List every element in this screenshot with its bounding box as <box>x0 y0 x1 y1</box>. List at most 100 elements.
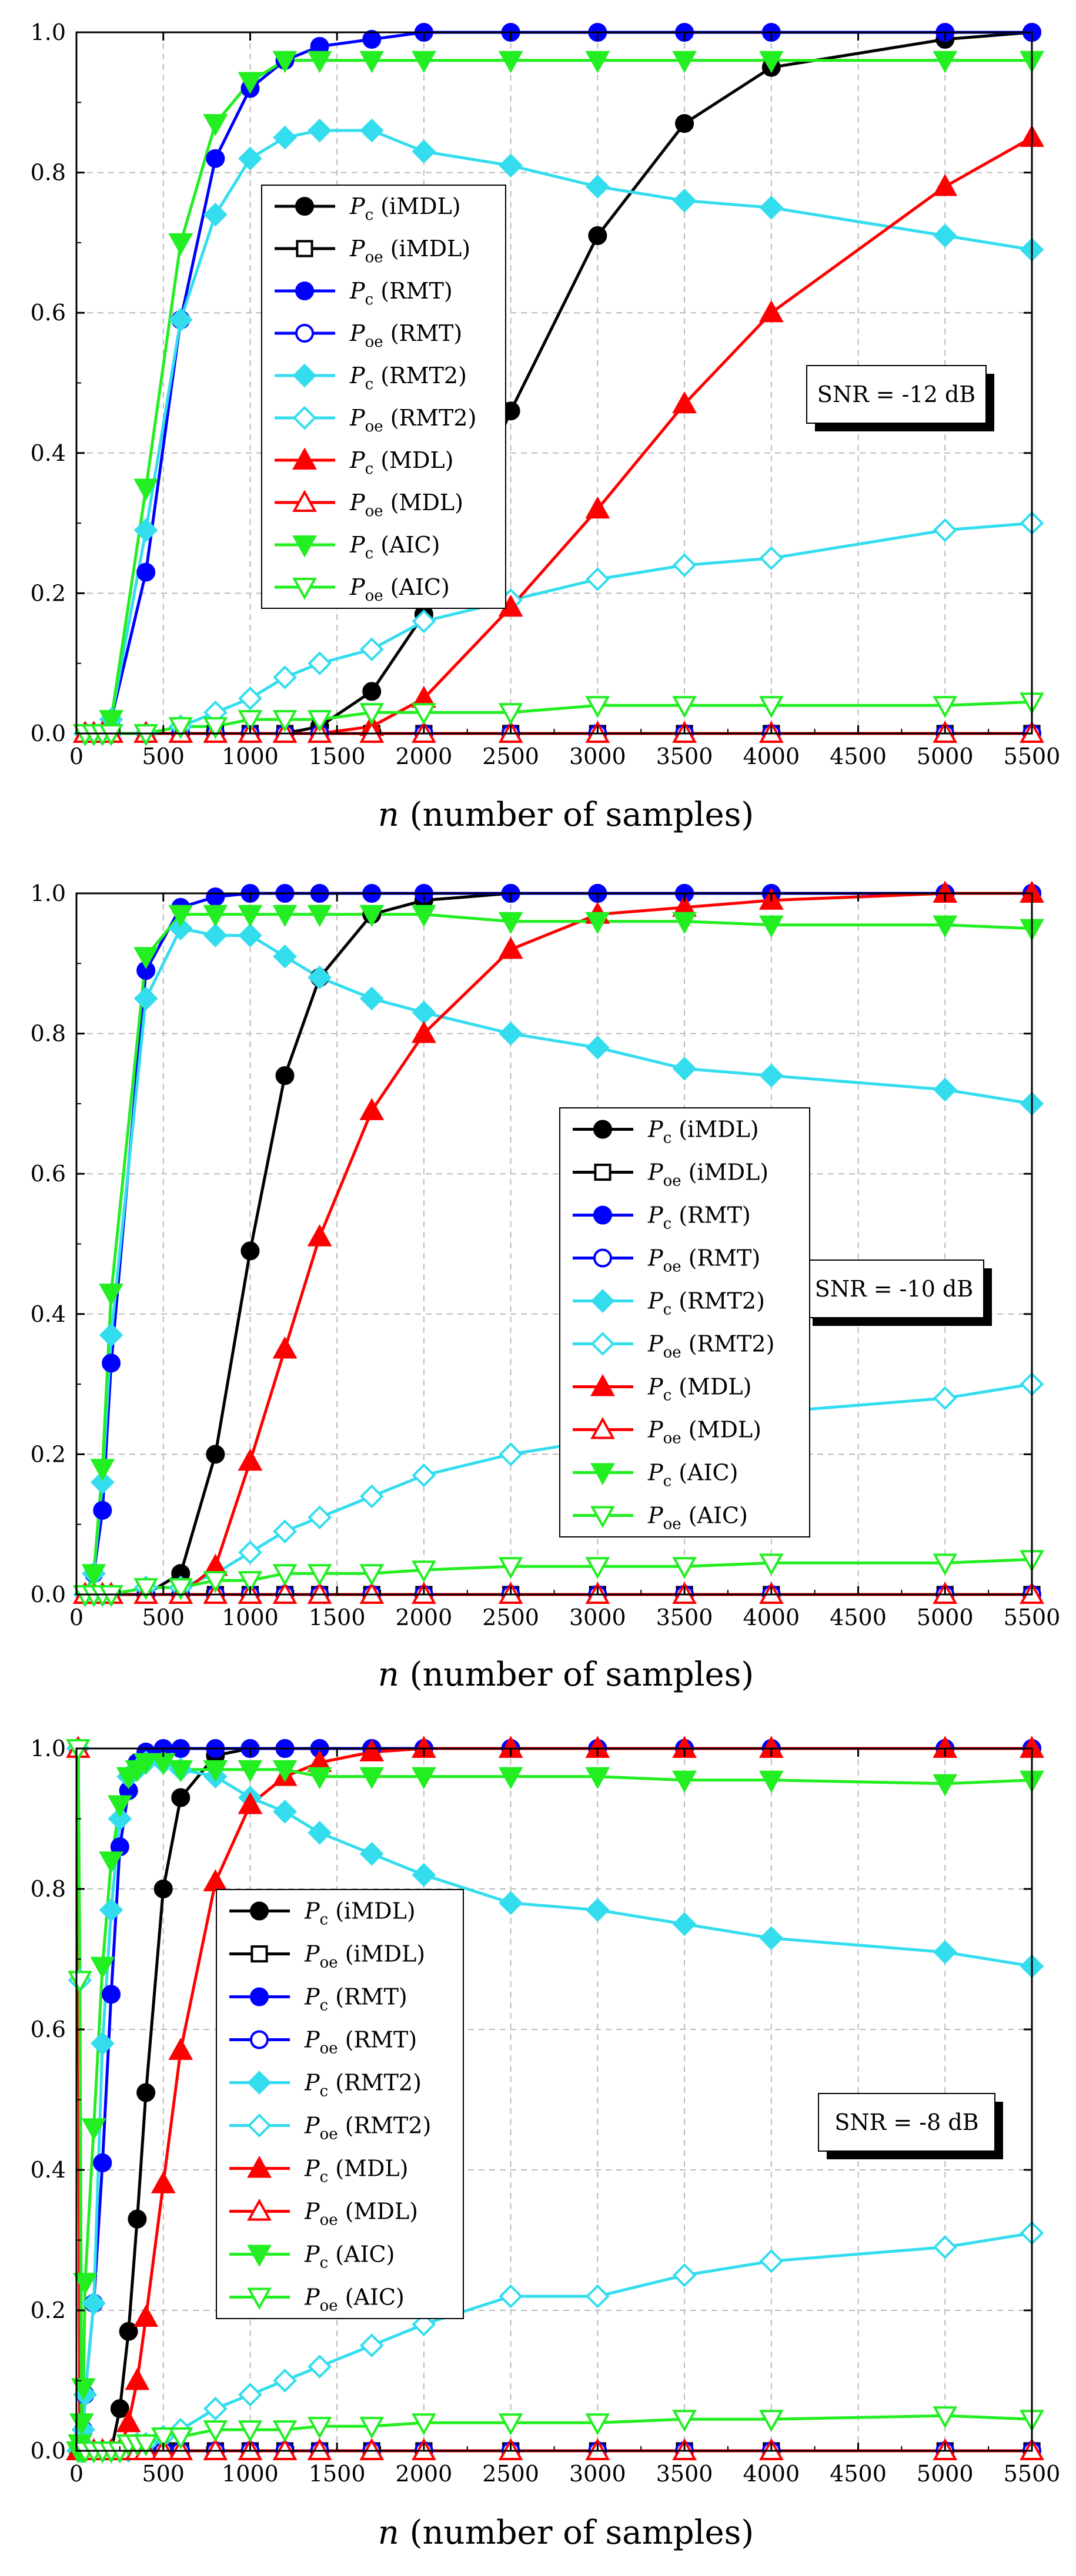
data-point <box>238 1571 263 1593</box>
legend-symbol: P <box>304 2113 320 2139</box>
x-tick-label: 4500 <box>830 743 887 769</box>
data-point <box>272 710 298 732</box>
legend-subscript: oe <box>365 418 383 436</box>
legend-subscript: c <box>365 206 374 224</box>
data-point <box>273 944 297 969</box>
data-point <box>675 114 694 133</box>
data-point <box>272 2420 298 2443</box>
legend-symbol: P <box>304 1941 320 1967</box>
data-point <box>585 496 610 519</box>
data-point <box>90 1470 115 1495</box>
data-point <box>499 2284 523 2309</box>
data-point <box>359 2333 384 2358</box>
chart-middle: 0 500 1000 1500 2000 2500 3000 3500 4000 4500 5000… <box>31 880 1061 1694</box>
legend-label: Poe (AIC) <box>647 1503 748 1533</box>
data-point <box>758 1770 784 1793</box>
x-tick-label: 4000 <box>743 2461 800 2487</box>
legend-entry-poe-imdl: Poe (iMDL) <box>573 1160 768 1190</box>
legend-symbol: P <box>647 1331 664 1357</box>
legend-entry-pc-mdl: Pc (MDL) <box>573 1374 751 1405</box>
legend-method: (AIC) <box>373 532 440 558</box>
legend-method: (MDL) <box>328 2156 408 2182</box>
legend-subscript: oe <box>320 2212 338 2229</box>
legend-marker <box>247 2198 272 2221</box>
data-point <box>272 1760 298 1783</box>
x-axis-variable: n <box>378 1656 399 1694</box>
legend-entry-poe-aic: Poe (AIC) <box>573 1503 748 1533</box>
legend-method: (RMT) <box>681 1245 761 1271</box>
x-tick-label: 1000 <box>222 2461 279 2487</box>
data-point <box>412 2312 436 2337</box>
legend-symbol: P <box>349 278 366 304</box>
legend-method: (RMT2) <box>671 1288 765 1314</box>
data-point <box>66 1739 91 1761</box>
data-point <box>203 1571 228 1593</box>
x-tick-label: 1500 <box>309 743 366 769</box>
legend-symbol: P <box>349 405 366 431</box>
legend-entry-pc-rmt2: Pc (RMT2) <box>229 2070 422 2101</box>
data-point <box>203 1760 228 1783</box>
data-point <box>362 29 382 49</box>
legend-marker <box>590 1506 615 1529</box>
data-point <box>672 1056 697 1081</box>
legend-entry-pc-rmt: Pc (RMT) <box>275 278 453 309</box>
legend-method: (MDL) <box>671 1374 751 1400</box>
data-point <box>203 905 228 927</box>
legend-label: Poe (RMT2) <box>304 2113 431 2143</box>
data-point <box>206 1445 225 1464</box>
legend-label: Pc (AIC) <box>349 532 440 562</box>
data-point <box>359 905 385 927</box>
legend-symbol: P <box>647 1117 664 1143</box>
legend-entry-pc-mdl: Pc (MDL) <box>275 447 453 478</box>
annotation-box <box>806 365 987 424</box>
data-point <box>99 1323 123 1347</box>
data-point <box>168 717 193 739</box>
data-point <box>168 905 193 927</box>
data-point <box>586 175 610 199</box>
y-tick-label: 1.0 <box>31 1736 66 1761</box>
legend-subscript: oe <box>365 333 383 351</box>
data-point <box>672 2263 697 2287</box>
x-tick-label: 4500 <box>830 2461 887 2487</box>
data-point <box>203 1582 228 1604</box>
data-point <box>412 1767 436 1790</box>
legend-label: Pc (RMT) <box>647 1202 751 1233</box>
legend-method: (AIC) <box>383 574 450 600</box>
data-point <box>272 1564 298 1586</box>
legend-entry-poe-rmt: Poe (RMT) <box>229 2027 417 2058</box>
series-line-pc-aic <box>83 913 1032 1595</box>
data-point <box>759 1926 784 1950</box>
legend-marker <box>250 1987 269 2006</box>
data-point <box>307 2417 332 2439</box>
data-point <box>168 2427 193 2450</box>
data-point <box>933 915 958 938</box>
data-point <box>168 916 193 940</box>
data-point <box>238 2420 263 2443</box>
legend-entry-poe-mdl: Poe (MDL) <box>275 490 463 520</box>
legend-method: (iMDL) <box>338 1941 426 1967</box>
data-point <box>168 1578 193 1600</box>
data-point <box>93 1500 112 1520</box>
legend-method: (RMT2) <box>328 2070 422 2096</box>
series-markers-poe-aic <box>72 1550 1044 1607</box>
x-tick-label: 2000 <box>396 1604 453 1630</box>
data-point <box>672 2410 697 2432</box>
x-tick-label: 4000 <box>743 1604 800 1630</box>
x-tick-label: 2000 <box>396 743 453 769</box>
legend-subscript: oe <box>320 2126 338 2143</box>
data-point <box>238 710 263 732</box>
data-point <box>359 1564 385 1586</box>
legend-entry-poe-rmt2: Poe (RMT2) <box>275 405 476 436</box>
legend-method: (AIC) <box>328 2242 395 2267</box>
legend-method: (AIC) <box>681 1503 748 1529</box>
legend-subscript: c <box>320 2169 329 2186</box>
data-point <box>672 553 697 578</box>
data-point <box>933 2235 957 2259</box>
data-point <box>412 905 436 927</box>
series-markers-pc-rmt2 <box>73 916 1044 1607</box>
data-point <box>272 905 298 927</box>
legend-method: (iMDL) <box>373 193 461 219</box>
data-point <box>499 1021 523 1046</box>
y-tick-label: 0.0 <box>31 2438 66 2464</box>
data-point <box>90 1957 115 1979</box>
